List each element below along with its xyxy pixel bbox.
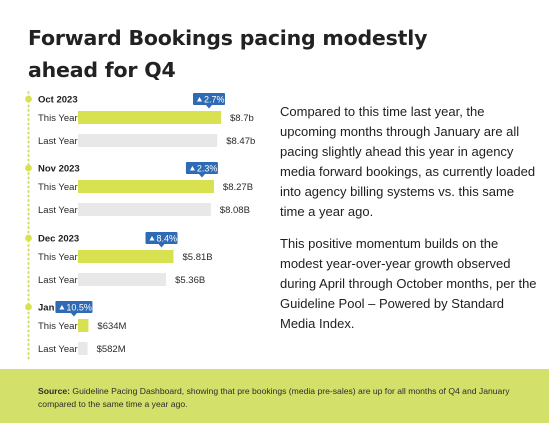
last-year-bar bbox=[78, 273, 167, 286]
last-year-bar bbox=[78, 203, 211, 216]
source-note: Source: Guideline Pacing Dashboard, show… bbox=[38, 385, 518, 411]
up-arrow-icon bbox=[197, 97, 202, 102]
this-year-bar bbox=[78, 111, 221, 124]
up-arrow-icon bbox=[189, 166, 195, 171]
row-label: This Year bbox=[38, 321, 78, 332]
month-dot bbox=[25, 303, 32, 311]
up-arrow-icon bbox=[59, 305, 65, 310]
change-percent: 2.3% bbox=[197, 163, 218, 173]
change-badge-pointer bbox=[158, 244, 165, 248]
value-label: $5.81B bbox=[182, 252, 212, 263]
description-paragraph-2: This positive momentum builds on the mod… bbox=[280, 236, 537, 331]
row-label: Last Year bbox=[38, 205, 78, 216]
this-year-bar bbox=[78, 250, 174, 263]
description-paragraph-1: Compared to this time last year, the upc… bbox=[280, 104, 536, 219]
bookings-bar-chart: Oct 2023 This Year $8.7b 2.7% Last Year $8.47… bbox=[25, 91, 255, 363]
value-label: $8.47b bbox=[226, 136, 255, 147]
source-text: Guideline Pacing Dashboard, showing that… bbox=[38, 386, 510, 409]
change-percent: 10.5% bbox=[66, 302, 92, 312]
month-label: Oct 2023 bbox=[38, 94, 78, 105]
value-label: $8.27B bbox=[223, 182, 253, 193]
change-badge bbox=[185, 162, 218, 174]
row-label: Last Year bbox=[38, 344, 78, 355]
value-label: $8.7b bbox=[230, 113, 254, 124]
value-label: $582M bbox=[97, 344, 126, 355]
page-title: Forward Bookings pacing modestly ahead f… bbox=[28, 26, 428, 82]
value-label: $8.08B bbox=[220, 205, 250, 216]
value-label: $634M bbox=[97, 321, 126, 332]
month-dot bbox=[25, 164, 32, 172]
this-year-bar bbox=[78, 319, 89, 332]
change-badge-pointer bbox=[198, 174, 205, 178]
value-label: $5.36B bbox=[175, 275, 205, 286]
change-percent: 2.7% bbox=[204, 94, 225, 104]
month-label: Dec 2023 bbox=[38, 233, 79, 244]
row-label: This Year bbox=[38, 182, 78, 193]
change-percent: 8.4% bbox=[156, 233, 177, 243]
change-badge-pointer bbox=[70, 313, 77, 317]
change-badge bbox=[193, 93, 225, 105]
month-dot bbox=[25, 234, 32, 242]
change-badge bbox=[55, 301, 93, 313]
month-label: Nov 2023 bbox=[38, 163, 80, 174]
change-badge-pointer bbox=[206, 105, 212, 109]
row-label: Last Year bbox=[38, 136, 78, 147]
last-year-bar bbox=[78, 342, 88, 355]
month-dot bbox=[25, 95, 32, 103]
this-year-bar bbox=[78, 180, 214, 193]
row-label: This Year bbox=[38, 252, 78, 263]
source-label: Source: bbox=[38, 386, 70, 396]
row-label: Last Year bbox=[38, 275, 78, 286]
row-label: This Year bbox=[38, 113, 78, 124]
last-year-bar bbox=[78, 134, 218, 147]
up-arrow-icon bbox=[149, 236, 155, 241]
source-footer: Source: Guideline Pacing Dashboard, show… bbox=[0, 369, 549, 423]
change-badge bbox=[145, 232, 178, 244]
